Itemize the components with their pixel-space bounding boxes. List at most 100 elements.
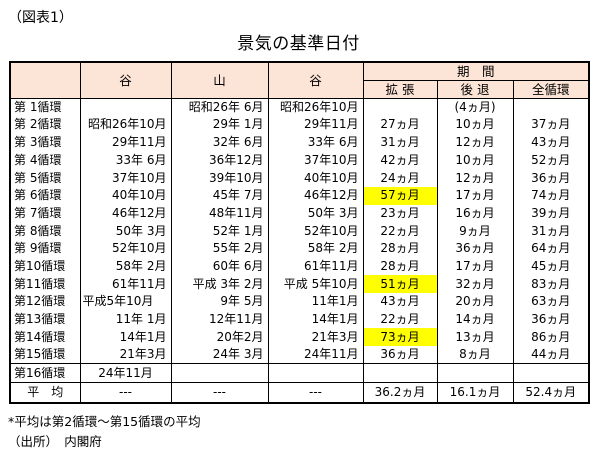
full-cycle-cell: 37ヵ月	[512, 116, 590, 134]
peak-cell	[170, 363, 268, 383]
business-cycle-table: 谷 山 谷 期 間 拡 張 後 退 全循環 第 1循環 昭和26年 6月 昭和26年…	[9, 61, 591, 404]
expansion-cell: 43ヵ月	[362, 293, 437, 311]
recession-cell: 12ヵ月	[436, 169, 513, 187]
recession-cell: 12ヵ月	[436, 133, 513, 152]
full-cycle-cell	[512, 98, 590, 117]
recession-cell: 9ヵ月	[436, 222, 513, 240]
table-row: 第 1循環 昭和26年 6月 昭和26年10月 (4ヵ月)	[9, 98, 590, 117]
recession-header: 後 退	[436, 80, 513, 99]
peak-cell: 平成 3年 2月	[170, 275, 268, 294]
table-row: 第10循環 58年 2月 60年 6月 61年11月 28ヵ月 17ヵ月 45ヵ月	[9, 257, 590, 276]
peak-cell: 29年 1月	[170, 116, 268, 134]
cycle-label-cell: 平 均	[9, 382, 80, 403]
valley2-cell: 40年10月	[267, 169, 363, 187]
full-cycle-cell: 86ヵ月	[512, 328, 590, 347]
footnote-source: （出所） 内閣府	[8, 434, 102, 449]
table-row: 第 9循環 52年10月 55年 2月 58年 2月 28ヵ月 36ヵ月 64ヵ月	[9, 240, 590, 258]
valley1-cell: 21年3月	[79, 346, 171, 364]
recession-cell: 32ヵ月	[436, 275, 513, 294]
cycle-label-cell: 第 7循環	[9, 204, 80, 223]
recession-cell: 17ヵ月	[436, 186, 513, 205]
valley1-cell: 平成5年10月	[79, 293, 171, 311]
peak-cell: 9年 5月	[170, 293, 268, 311]
expansion-cell	[362, 98, 437, 117]
valley1-cell	[79, 98, 171, 117]
table-row: 第11循環 61年11月 平成 3年 2月 平成 5年10月 51ヵ月 32ヵ月 83ヵ月	[9, 275, 590, 294]
valley2-cell: 21年3月	[267, 328, 363, 347]
valley2-cell: 37年10月	[267, 151, 363, 170]
valley1-cell: 40年10月	[79, 186, 171, 205]
valley2-cell: 24年11月	[267, 346, 363, 364]
expansion-cell: 27ヵ月	[362, 116, 437, 134]
peak-cell: 20年2月	[170, 328, 268, 347]
valley2-cell	[267, 363, 363, 383]
cycle-label-cell: 第15循環	[9, 346, 80, 364]
valley1-cell: 11年 1月	[79, 310, 171, 329]
page-title: 景気の基準日付	[237, 34, 360, 54]
cycle-label-cell: 第11循環	[9, 275, 80, 294]
valley1-header: 谷	[79, 62, 171, 99]
table-header: 谷 山 谷 期 間 拡 張 後 退 全循環	[9, 62, 590, 99]
cycle-label-cell: 第13循環	[9, 310, 80, 329]
table-row: 第15循環 21年3月 24年 3月 24年11月 36ヵ月 8ヵ月 44ヵ月	[9, 346, 590, 364]
valley1-cell: 50年 3月	[79, 222, 171, 240]
full-cycle-cell: 36ヵ月	[512, 169, 590, 187]
valley2-cell: 14年1月	[267, 310, 363, 329]
expansion-cell: 36ヵ月	[362, 346, 437, 364]
full-cycle-cell: 52.4ヵ月	[512, 382, 590, 403]
header-row-top: 谷 山 谷 期 間	[9, 62, 590, 99]
expansion-cell: 42ヵ月	[362, 151, 437, 170]
recession-cell: 10ヵ月	[436, 116, 513, 134]
expansion-cell: 28ヵ月	[362, 240, 437, 258]
valley1-cell: 24年11月	[79, 363, 171, 383]
full-cycle-cell: 63ヵ月	[512, 293, 590, 311]
cycle-label-cell: 第 9循環	[9, 240, 80, 258]
average-row: 平 均 --- --- --- 36.2ヵ月 16.1ヵ月 52.4ヵ月	[9, 382, 590, 403]
full-cycle-cell: 31ヵ月	[512, 222, 590, 240]
header-row-sub: 拡 張 後 退 全循環	[10, 80, 590, 99]
expansion-cell: 73ヵ月	[362, 328, 437, 347]
recession-cell: 20ヵ月	[436, 293, 513, 311]
recession-cell: 8ヵ月	[436, 346, 513, 364]
peak-cell: 39年10月	[170, 169, 268, 187]
table-row: 第16循環 24年11月	[9, 363, 590, 383]
cycle-label-cell: 第 6循環	[9, 186, 80, 205]
footnotes: *平均は第2循環～第15循環の平均 （出所） 内閣府	[8, 412, 201, 452]
peak-cell: 24年 3月	[170, 346, 268, 364]
full-cycle-cell: 74ヵ月	[512, 186, 590, 205]
table-body: 第 1循環 昭和26年 6月 昭和26年10月 (4ヵ月) 第 2循環 昭和26年10月 2…	[9, 98, 590, 403]
expansion-header: 拡 張	[362, 80, 437, 99]
expansion-cell: 57ヵ月	[362, 186, 437, 205]
valley2-cell: ---	[267, 382, 363, 403]
expansion-cell: 28ヵ月	[362, 257, 437, 276]
peak-cell: 昭和26年 6月	[170, 98, 268, 117]
full-cycle-cell: 39ヵ月	[512, 204, 590, 223]
valley2-cell: 29年11月	[267, 116, 363, 134]
period-header: 期 間	[362, 62, 590, 81]
valley2-cell: 11年1月	[267, 293, 363, 311]
valley1-cell: 14年1月	[79, 328, 171, 347]
cycle-label-cell: 第12循環	[9, 293, 80, 311]
expansion-cell: 23ヵ月	[362, 204, 437, 223]
valley2-cell: 50年 3月	[267, 204, 363, 223]
table-row: 第 3循環 29年11月 32年 6月 33年 6月 31ヵ月 12ヵ月 43ヵ月	[9, 133, 590, 152]
full-cycle-cell: 52ヵ月	[512, 151, 590, 170]
table-row: 第 7循環 46年12月 48年11月 50年 3月 23ヵ月 16ヵ月 39ヵ月	[9, 204, 590, 223]
full-cycle-cell: 83ヵ月	[512, 275, 590, 294]
cycle-label-cell: 第10循環	[9, 257, 80, 276]
cycle-label-cell: 第 2循環	[9, 116, 80, 134]
full-cycle-cell: 43ヵ月	[512, 133, 590, 152]
recession-cell	[436, 363, 513, 383]
cycle-label-cell: 第 8循環	[9, 222, 80, 240]
valley2-cell: 52年10月	[267, 222, 363, 240]
peak-cell: ---	[170, 382, 268, 403]
peak-cell: 12年11月	[170, 310, 268, 329]
valley1-cell: 昭和26年10月	[79, 116, 171, 134]
recession-cell: 14ヵ月	[436, 310, 513, 329]
peak-cell: 36年12月	[170, 151, 268, 170]
cycle-label-cell: 第 3循環	[9, 133, 80, 152]
full-cycle-cell: 44ヵ月	[512, 346, 590, 364]
expansion-cell: 22ヵ月	[362, 310, 437, 329]
peak-cell: 45年 7月	[170, 186, 268, 205]
expansion-cell	[362, 363, 437, 383]
